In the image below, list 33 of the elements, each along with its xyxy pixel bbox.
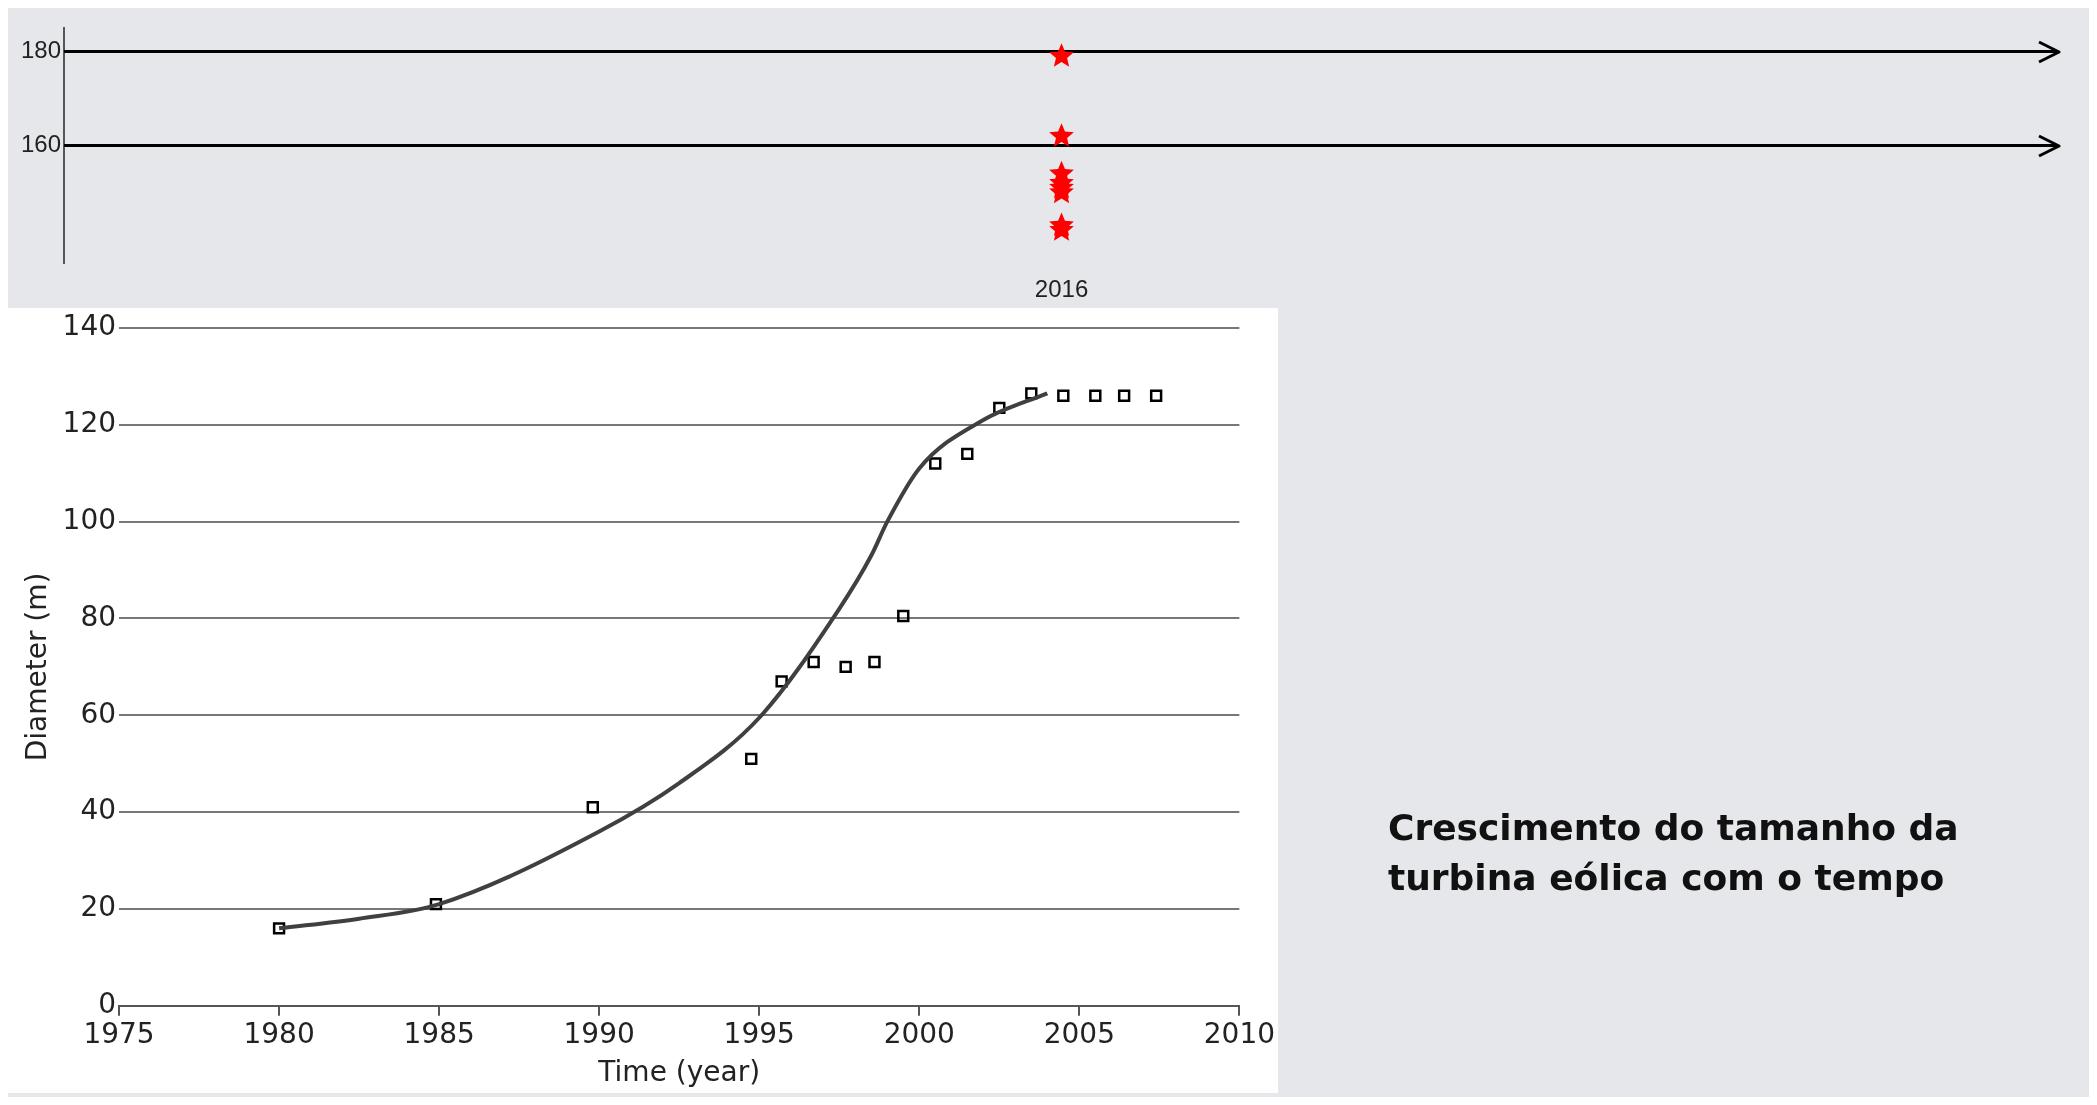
x-tick-label: 1995 xyxy=(723,1016,795,1050)
y-tick-label: 80 xyxy=(80,599,117,633)
point xyxy=(929,457,942,470)
point xyxy=(745,752,758,766)
point xyxy=(868,655,881,669)
point xyxy=(1149,389,1163,402)
y-tick-label: 180 xyxy=(21,36,62,64)
point xyxy=(961,447,974,461)
point xyxy=(839,660,852,674)
point xyxy=(586,801,599,814)
point xyxy=(1057,389,1070,402)
x-tick-label: 1980 xyxy=(243,1016,315,1050)
point xyxy=(897,609,910,623)
x-tick-label: 1985 xyxy=(403,1016,475,1050)
x-tick-label: 2005 xyxy=(1043,1016,1115,1050)
point xyxy=(272,922,286,935)
text: Crescimento do tamanho da turbina eólica com o tempo xyxy=(1388,806,1960,901)
y-tick-label: 60 xyxy=(80,696,117,730)
x-axis-title: Time (year) xyxy=(597,1055,761,1089)
y-tick-label: 160 xyxy=(21,130,62,158)
point xyxy=(1117,389,1131,402)
y-tick-label: 120 xyxy=(62,406,117,440)
x-tick-label: 1990 xyxy=(563,1016,635,1050)
y-tick-label: 40 xyxy=(80,793,117,827)
y-axis-title: Diameter (m) xyxy=(20,572,54,762)
y-tick-label: 100 xyxy=(62,502,117,536)
y-tick-label: 20 xyxy=(80,890,117,924)
x-tick-label: 2000 xyxy=(883,1016,955,1050)
point xyxy=(1089,389,1102,402)
y-tick-label: 140 xyxy=(62,309,117,343)
x-tick-label: 2010 xyxy=(1203,1016,1275,1050)
x-tick-label: 2016 xyxy=(1034,275,1089,303)
point xyxy=(807,655,820,669)
